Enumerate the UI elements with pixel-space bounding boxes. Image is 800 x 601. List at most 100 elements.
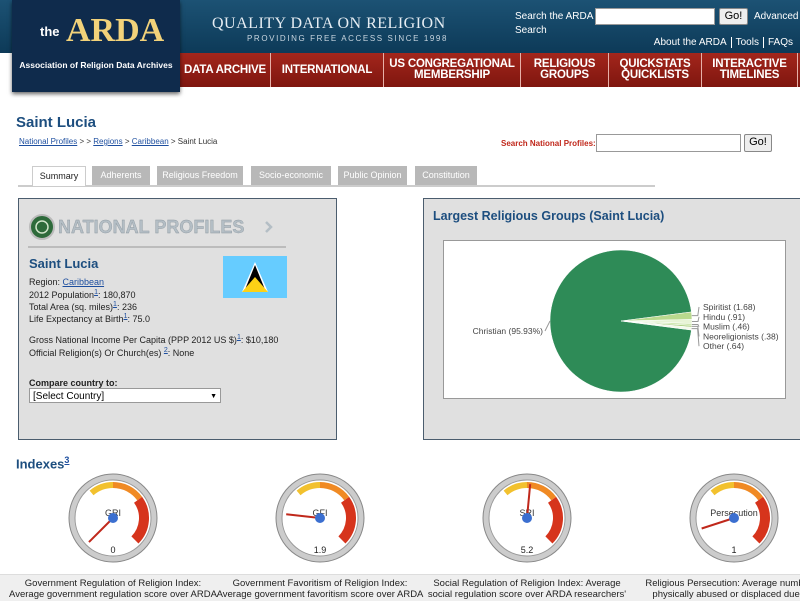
- caption-line: social regulation score over ARDA resear…: [427, 589, 627, 600]
- pie-label: Muslim (.46): [703, 322, 750, 332]
- tagline: QUALITY DATA ON RELIGION: [212, 15, 446, 32]
- header-link[interactable]: Tools: [730, 37, 763, 48]
- leader-line: [691, 306, 700, 317]
- advanced-link[interactable]: Search: [515, 25, 547, 36]
- fact-label: Gross National Income Per Capita (PPP 20…: [29, 335, 237, 345]
- breadcrumb-text: >: [122, 137, 132, 146]
- breadcrumb-link[interactable]: National Profiles: [19, 137, 78, 146]
- np-search-input[interactable]: [596, 134, 741, 152]
- page-title: Saint Lucia: [16, 114, 97, 131]
- tagline-sub: PROVIDING FREE ACCESS SINCE 1998: [247, 34, 449, 43]
- gauge-needle: [701, 517, 735, 530]
- footnote-link[interactable]: 3: [64, 455, 70, 465]
- header-link[interactable]: About the ARDA: [653, 37, 727, 48]
- footnote-link[interactable]: 2: [163, 347, 168, 354]
- nav-item[interactable]: US CONGREGATIONAL MEMBERSHIP: [384, 53, 521, 87]
- compare-label: Compare country to:: [29, 378, 118, 388]
- arrow-icon: [265, 221, 273, 233]
- gauge-value: 0: [110, 545, 115, 555]
- gauge-needle: [526, 484, 532, 519]
- leader-line: [691, 328, 700, 347]
- fact-row: Gross National Income Per Capita (PPP 20…: [29, 334, 278, 345]
- flag-shape: [242, 277, 268, 292]
- fact-row: Official Religion(s) Or Church(es) 2: No…: [29, 347, 194, 358]
- caption-line: Government Favoritism of Religion Index:: [232, 578, 408, 589]
- gauge-value: 1: [731, 545, 736, 555]
- chart-title: Largest Religious Groups (Saint Lucia): [433, 209, 665, 223]
- tab[interactable]: Constitution: [415, 166, 477, 185]
- select-arrow: ▼: [210, 393, 217, 400]
- gauge-band: [503, 482, 528, 496]
- logo[interactable]: the ARDA Association of Religion Data Ar…: [12, 0, 180, 92]
- fact-row: Total Area (sq. miles)1: 236: [29, 301, 137, 312]
- nav-item[interactable]: INTERACTIVE TIMELINES: [702, 53, 798, 87]
- globe-icon: [29, 214, 55, 240]
- gauge-needle: [88, 517, 114, 543]
- header-link[interactable]: FAQs: [762, 37, 797, 48]
- np-search-button[interactable]: Go!: [744, 134, 772, 152]
- nav-item[interactable]: QUICKSTATS QUICKLISTS: [609, 53, 702, 87]
- caption-line: Social Regulation of Religion Index: Ave…: [433, 578, 621, 589]
- advanced-link[interactable]: Advanced: [754, 11, 799, 22]
- profile-logo: NATIONAL PROFILES: [28, 214, 286, 248]
- gauge-caption: Government Favoritism of Religion Index:…: [215, 578, 425, 600]
- gauge-hub: [315, 513, 325, 523]
- gauge-hub: [729, 513, 739, 523]
- nav-item[interactable]: DATA ARCHIVE: [180, 53, 271, 87]
- pie-slice: [549, 249, 692, 393]
- gauge-band: [733, 482, 764, 501]
- caption-line: Government Regulation of Religion Index:: [24, 578, 202, 589]
- pie-label: Other (.64): [703, 341, 744, 351]
- gauge-caption: Social Regulation of Religion Index: Ave…: [422, 578, 632, 600]
- tab[interactable]: Religious Freedom: [157, 166, 243, 185]
- np-search-label: Search National Profiles:: [501, 139, 596, 148]
- gauge-caption: Government Regulation of Religion Index:…: [8, 578, 218, 600]
- leader-line: [691, 324, 700, 327]
- tab[interactable]: Socio-economic: [251, 166, 331, 185]
- pie-slice: [620, 320, 692, 331]
- fact-label: Official Religion(s) Or Church(es): [29, 348, 164, 358]
- fact-row: Life Expectancy at Birth1: 75.0: [29, 313, 150, 324]
- tab[interactable]: Adherents: [92, 166, 150, 185]
- profile-heading: NATIONAL PROFILES: [58, 217, 244, 237]
- logo-subtitle: Association of Religion Data Archives: [19, 60, 173, 70]
- search-button[interactable]: Go!: [719, 8, 748, 25]
- country-name: Saint Lucia: [29, 256, 99, 271]
- breadcrumb-text: > >: [77, 137, 94, 146]
- fact-row: 2012 Population1: 180,870: [29, 289, 136, 300]
- breadcrumb-link[interactable]: Regions: [93, 137, 123, 146]
- gauge-band: [710, 482, 735, 496]
- footnote-link[interactable]: 1: [236, 334, 241, 341]
- tab[interactable]: Public Opinion: [338, 166, 407, 185]
- tab[interactable]: Summary: [32, 166, 86, 186]
- gauge-caption: Religious Persecution: Average number of…: [629, 578, 800, 600]
- header-links: About the ARDA Tools FAQs: [650, 37, 797, 48]
- caption-line: Religious Persecution: Average number of: [645, 578, 800, 589]
- footnote-link[interactable]: 1: [94, 289, 98, 296]
- nav-item[interactable]: RELIGIOUS GROUPS: [521, 53, 609, 87]
- footnote-link[interactable]: 1: [123, 313, 128, 320]
- pie-label: Hindu (.91): [703, 312, 745, 322]
- logo-name: ARDA: [66, 12, 165, 49]
- region-link[interactable]: Caribbean: [62, 277, 105, 287]
- logo-the: the: [40, 24, 60, 39]
- breadcrumb: National Profiles > > Regions > Caribbea…: [19, 137, 217, 146]
- country-select[interactable]: [Select Country] ▼: [29, 388, 221, 403]
- caption-line: Average government regulation score over…: [9, 589, 217, 600]
- footnote-link[interactable]: 1: [113, 301, 117, 308]
- fact-value: : 236: [116, 302, 137, 312]
- breadcrumb-text: > Saint Lucia: [168, 137, 218, 146]
- region-row: Region: Caribbean: [29, 277, 104, 287]
- gauge-band: [296, 482, 321, 496]
- nav-item[interactable]: INTERNATIONAL: [271, 53, 384, 87]
- search-input[interactable]: [595, 8, 715, 25]
- fact-label: Total Area (sq. miles): [29, 302, 114, 312]
- select-text: [Select Country]: [33, 391, 105, 402]
- gauge-band: [89, 482, 114, 496]
- indexes-title: Indexes: [16, 456, 65, 472]
- gauge-band: [131, 496, 149, 544]
- tab-rule: [18, 185, 655, 187]
- globe-icon: [35, 220, 49, 234]
- breadcrumb-link[interactable]: Caribbean: [131, 137, 169, 146]
